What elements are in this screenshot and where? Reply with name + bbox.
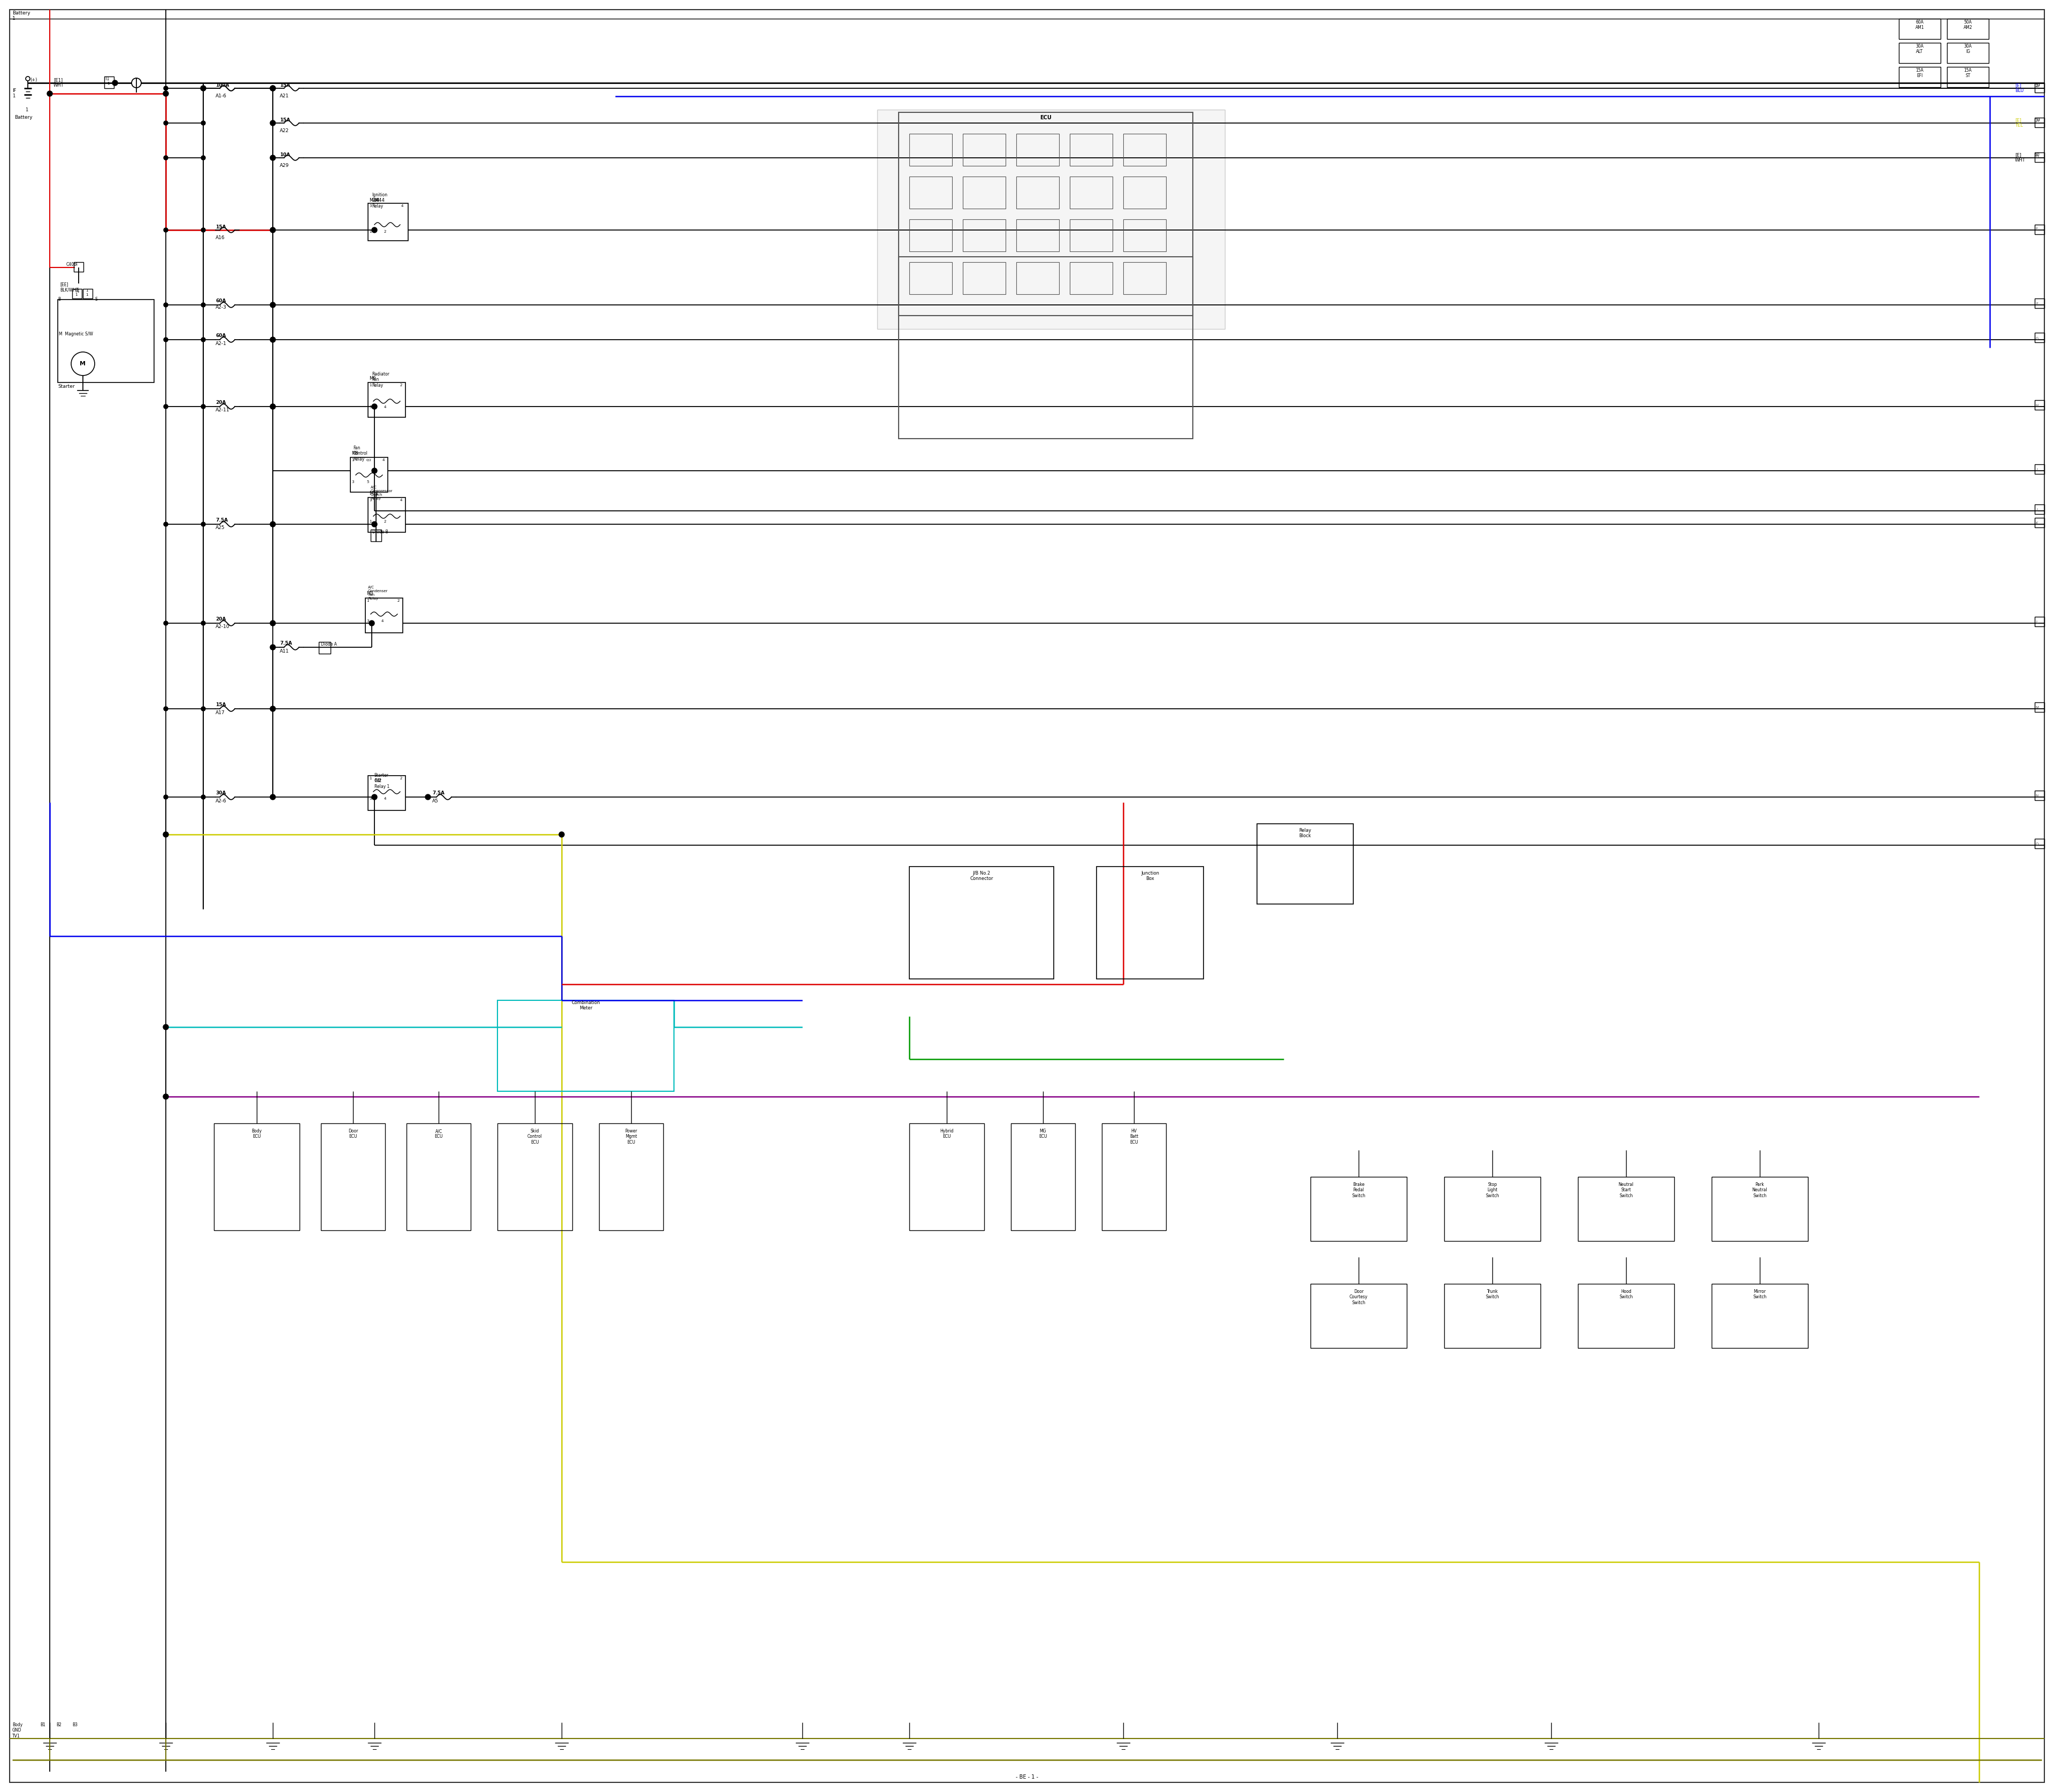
Bar xyxy=(1011,1124,1074,1231)
Bar xyxy=(2036,400,2044,410)
Text: Relay
Block: Relay Block xyxy=(1298,828,1310,839)
Circle shape xyxy=(201,120,205,125)
Circle shape xyxy=(372,521,378,527)
Text: [E]
BLU: [E] BLU xyxy=(2015,82,2023,93)
Bar xyxy=(318,642,331,654)
Bar xyxy=(320,1124,386,1231)
Text: 2: 2 xyxy=(401,776,403,780)
Text: 1: 1 xyxy=(25,108,29,113)
Circle shape xyxy=(271,86,275,91)
Bar xyxy=(368,202,409,240)
Bar xyxy=(963,177,1006,208)
Text: 3: 3 xyxy=(366,620,370,622)
Bar xyxy=(368,382,405,418)
Text: A2-10: A2-10 xyxy=(216,624,230,629)
Text: M44: M44 xyxy=(370,197,378,202)
Text: Body
ECU: Body ECU xyxy=(253,1129,261,1140)
Text: 15A
EFI: 15A EFI xyxy=(1916,68,1925,79)
Text: M11: M11 xyxy=(370,491,378,496)
Circle shape xyxy=(164,303,168,306)
Bar xyxy=(1124,262,1167,294)
Text: A17: A17 xyxy=(216,710,226,715)
Circle shape xyxy=(164,706,168,711)
Text: 2: 2 xyxy=(384,520,386,523)
Bar xyxy=(1947,43,1988,63)
Bar xyxy=(1898,43,1941,63)
Text: [E1]
WHT: [E1] WHT xyxy=(53,77,64,88)
Bar xyxy=(1070,177,1113,208)
Bar xyxy=(900,113,1193,315)
Bar xyxy=(72,289,82,299)
Text: M8: M8 xyxy=(351,452,357,455)
Text: HV
Batt
ECU: HV Batt ECU xyxy=(1130,1129,1138,1145)
Text: (+): (+) xyxy=(31,77,37,82)
Text: D: D xyxy=(2036,156,2038,158)
Circle shape xyxy=(201,156,205,159)
Circle shape xyxy=(164,120,168,125)
Text: M: M xyxy=(80,360,86,366)
Text: F: F xyxy=(2036,303,2038,305)
Text: 100A: 100A xyxy=(216,82,230,88)
Circle shape xyxy=(271,120,275,125)
Bar xyxy=(497,1000,674,1091)
Bar xyxy=(2036,839,2044,848)
Circle shape xyxy=(72,351,94,376)
Text: A1-6: A1-6 xyxy=(216,93,226,99)
Bar xyxy=(910,1124,984,1231)
Bar xyxy=(1124,219,1167,251)
Text: O: O xyxy=(2036,842,2038,846)
Circle shape xyxy=(271,403,275,409)
Text: 3: 3 xyxy=(351,480,353,484)
Text: C406: C406 xyxy=(66,262,76,267)
Circle shape xyxy=(164,337,168,342)
Text: Fan
Control
Relay: Fan Control Relay xyxy=(353,446,368,462)
Text: 4: 4 xyxy=(384,405,386,409)
Text: K: K xyxy=(2036,521,2038,525)
Bar xyxy=(1947,18,1988,39)
Bar xyxy=(2036,790,2044,801)
Bar xyxy=(105,77,113,88)
Bar xyxy=(1101,1124,1167,1231)
Circle shape xyxy=(201,405,205,409)
Circle shape xyxy=(201,228,205,233)
Bar xyxy=(2036,504,2044,514)
Text: 1: 1 xyxy=(86,294,88,296)
Text: 59: 59 xyxy=(2036,82,2040,88)
Bar xyxy=(1577,1177,1674,1242)
Circle shape xyxy=(271,228,275,233)
Bar xyxy=(963,219,1006,251)
Text: 1: 1 xyxy=(107,82,109,84)
Text: 30A: 30A xyxy=(216,790,226,796)
Text: B: B xyxy=(58,297,60,301)
Text: 1: 1 xyxy=(366,599,370,602)
Bar xyxy=(877,109,1224,330)
Text: A/C
Condenser
Fan
Relay: A/C Condenser Fan Relay xyxy=(368,586,388,600)
Bar xyxy=(351,457,388,493)
Bar xyxy=(963,262,1006,294)
Circle shape xyxy=(201,622,205,625)
Bar xyxy=(1070,262,1113,294)
Bar xyxy=(1017,262,1060,294)
Bar xyxy=(2036,333,2044,342)
Text: 50A
AM2: 50A AM2 xyxy=(1964,20,1972,30)
Text: 7.5A: 7.5A xyxy=(279,642,292,645)
Text: Brake
Pedal
Switch: Brake Pedal Switch xyxy=(1352,1183,1366,1199)
Text: M  Magnetic S/W: M Magnetic S/W xyxy=(60,332,92,337)
Text: Door
ECU: Door ECU xyxy=(347,1129,357,1140)
Bar xyxy=(1070,219,1113,251)
Text: N: N xyxy=(2036,794,2038,797)
Bar xyxy=(368,776,405,810)
Text: 0/2: 0/2 xyxy=(366,459,372,461)
Circle shape xyxy=(201,706,205,711)
Text: A/C
ECU: A/C ECU xyxy=(435,1129,444,1140)
Circle shape xyxy=(162,1093,168,1098)
Text: MG
ECU: MG ECU xyxy=(1039,1129,1048,1140)
Text: A2-11: A2-11 xyxy=(216,407,230,412)
Circle shape xyxy=(271,156,275,161)
Text: A29: A29 xyxy=(279,163,290,168)
Text: L: L xyxy=(2036,620,2038,624)
Text: Stop
Light
Switch: Stop Light Switch xyxy=(1485,1183,1499,1199)
Bar xyxy=(963,134,1006,167)
Bar xyxy=(2036,152,2044,161)
Bar xyxy=(1310,1177,1407,1242)
